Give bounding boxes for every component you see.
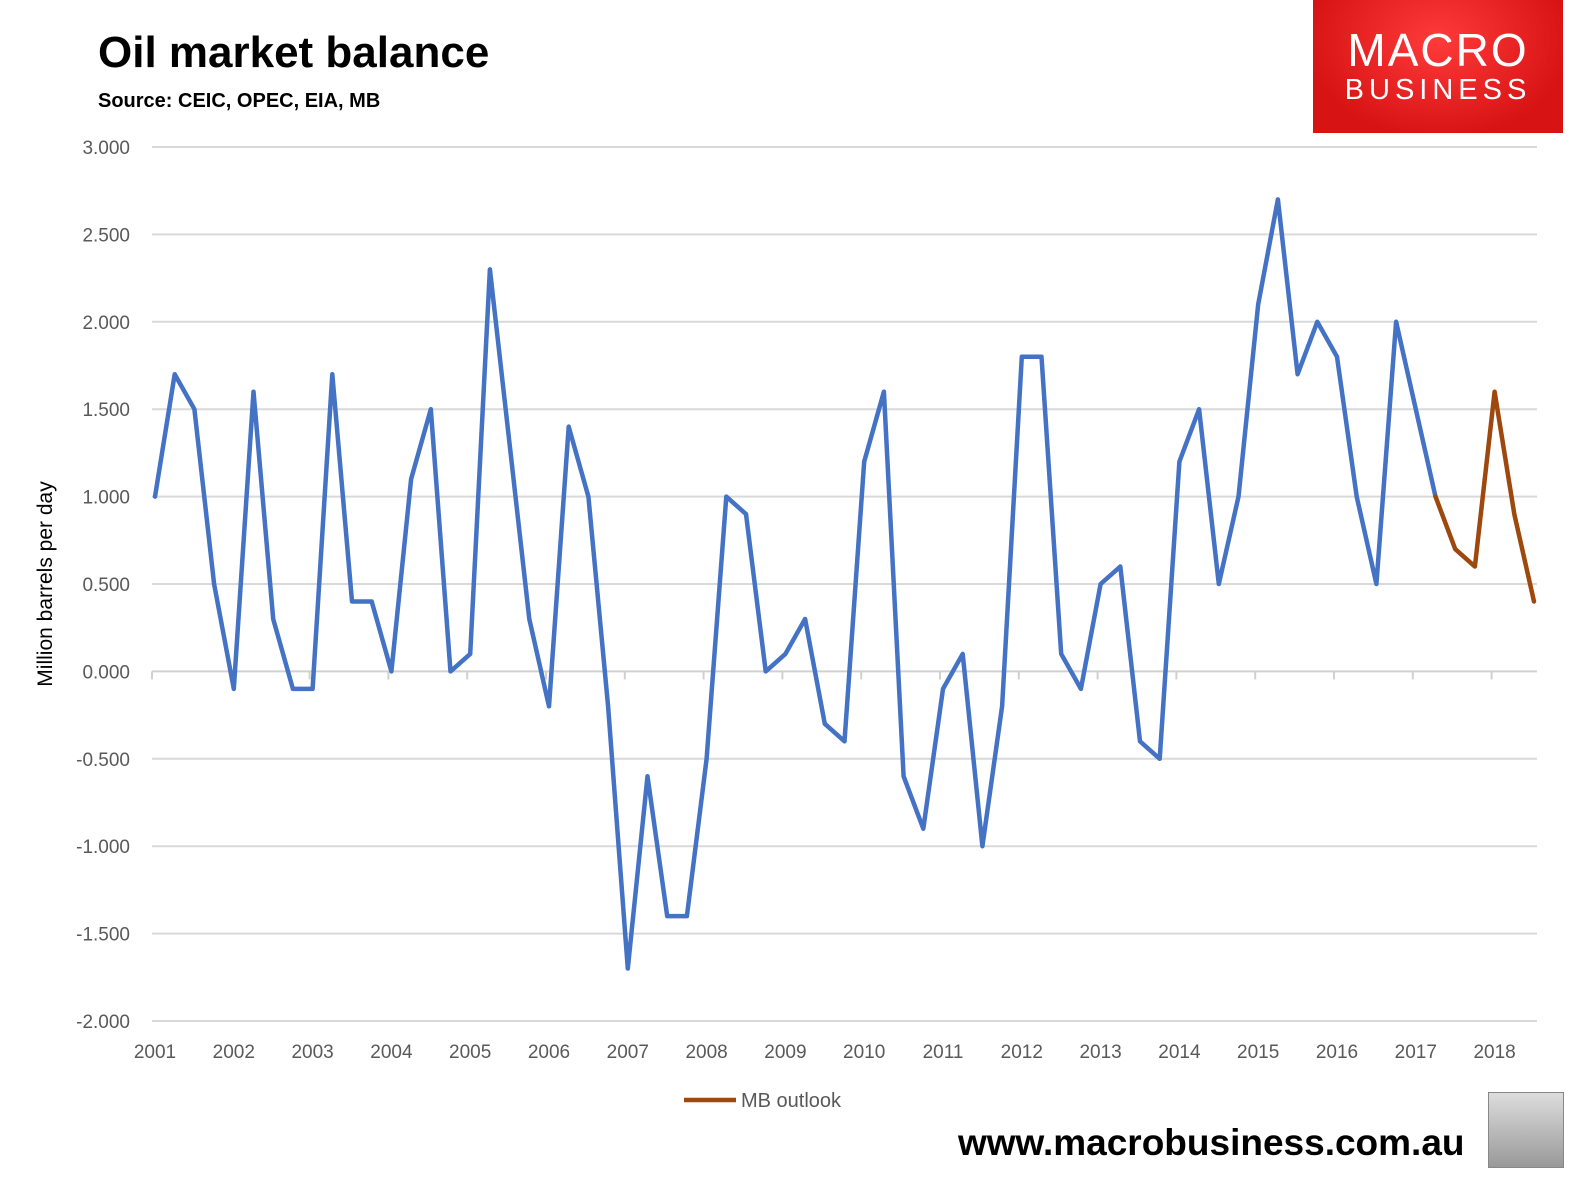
series-line-0 [152,197,1438,971]
x-tick-label: 2006 [528,1042,570,1063]
logo-line1: MACRO [1347,24,1529,76]
x-tick-label: 2016 [1316,1042,1358,1063]
y-tick-label: -1.000 [76,837,130,858]
y-tick-label: -0.500 [76,750,130,771]
x-tick-label: 2010 [843,1042,885,1063]
macrobusiness-logo: MACRO BUSINESS [1313,0,1563,133]
logo-line2: BUSINESS [1344,74,1532,106]
x-tick-label: 2005 [449,1042,491,1063]
x-tick-label: 2011 [923,1042,964,1063]
website-url: www.macrobusiness.com.au [958,1122,1465,1163]
chart-title: Oil market balance [98,28,490,77]
x-tick-label: 2009 [764,1042,806,1063]
x-tick-label: 2012 [1001,1042,1043,1063]
x-tick-label: 2007 [607,1042,649,1063]
x-tick-label: 2003 [291,1042,333,1063]
y-tick-label: 3.000 [82,138,130,159]
y-tick-label: 2.000 [82,313,130,334]
x-tick-label: 2001 [134,1042,176,1063]
legend-label: MB outlook [741,1090,842,1112]
x-tick-label: 2004 [370,1042,413,1063]
y-axis-label: Million barrels per day [34,481,57,687]
x-tick-label: 2018 [1473,1042,1515,1063]
x-tick-label: 2017 [1395,1042,1437,1063]
y-tick-label: -1.500 [76,925,130,946]
y-tick-label: 1.000 [82,488,130,509]
x-tick-label: 2002 [213,1042,255,1063]
y-tick-label: -2.000 [76,1012,130,1033]
x-tick-label: 2014 [1158,1042,1201,1063]
x-tick-label: 2013 [1079,1042,1121,1063]
fox-logo-image [1488,1092,1564,1168]
y-tick-label: 0.000 [82,662,130,683]
y-tick-label: 1.500 [82,400,130,421]
y-tick-label: 0.500 [82,575,130,596]
y-tick-label: 2.500 [82,225,130,246]
chart-subtitle: Source: CEIC, OPEC, EIA, MB [98,90,381,112]
x-tick-label: 2008 [685,1042,727,1063]
x-tick-label: 2015 [1237,1042,1279,1063]
series-line-1 [1433,389,1537,604]
